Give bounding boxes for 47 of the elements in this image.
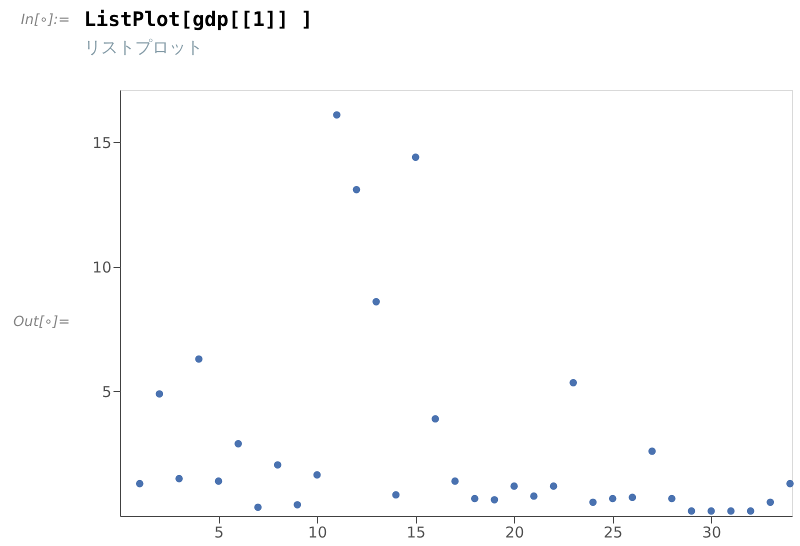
point bbox=[352, 186, 360, 194]
point bbox=[786, 480, 794, 488]
point bbox=[550, 482, 558, 490]
point bbox=[333, 111, 340, 119]
x-tick-label: 30 bbox=[702, 524, 722, 542]
point bbox=[570, 379, 577, 386]
x-tick-label: 10 bbox=[308, 524, 328, 542]
point bbox=[727, 507, 735, 515]
point bbox=[214, 477, 222, 485]
x-tick-label: 15 bbox=[406, 524, 426, 542]
point bbox=[530, 492, 538, 500]
point bbox=[234, 440, 242, 448]
point bbox=[688, 507, 696, 515]
point bbox=[707, 507, 715, 515]
x-tick-label: 5 bbox=[214, 524, 224, 542]
point bbox=[668, 494, 676, 502]
text: ListPlot[gdp[[1]] ] bbox=[84, 7, 313, 31]
point bbox=[490, 496, 498, 504]
point bbox=[156, 390, 164, 398]
point bbox=[136, 480, 144, 488]
point bbox=[274, 461, 282, 469]
point bbox=[451, 477, 459, 485]
point bbox=[254, 504, 262, 511]
point bbox=[510, 482, 518, 490]
y-tick-label: 15 bbox=[92, 134, 112, 152]
point bbox=[766, 498, 774, 506]
point bbox=[372, 298, 380, 306]
point bbox=[412, 154, 420, 161]
text: Out[∘]= bbox=[13, 314, 70, 330]
text: In[∘]:= bbox=[20, 12, 70, 28]
point bbox=[432, 415, 440, 423]
point bbox=[589, 498, 597, 506]
point bbox=[392, 491, 400, 499]
point bbox=[471, 494, 478, 502]
point bbox=[628, 494, 636, 502]
point bbox=[175, 474, 183, 482]
point bbox=[648, 448, 656, 455]
y-tick-label: 5 bbox=[102, 382, 112, 401]
y-tick-label: 10 bbox=[92, 258, 112, 276]
x-tick-label: 20 bbox=[505, 524, 524, 542]
point bbox=[313, 471, 321, 479]
point bbox=[608, 494, 616, 502]
x-tick-label: 25 bbox=[604, 524, 623, 542]
point bbox=[195, 355, 203, 363]
text: リストプロット bbox=[84, 38, 203, 58]
point bbox=[746, 507, 754, 515]
point bbox=[294, 501, 302, 508]
